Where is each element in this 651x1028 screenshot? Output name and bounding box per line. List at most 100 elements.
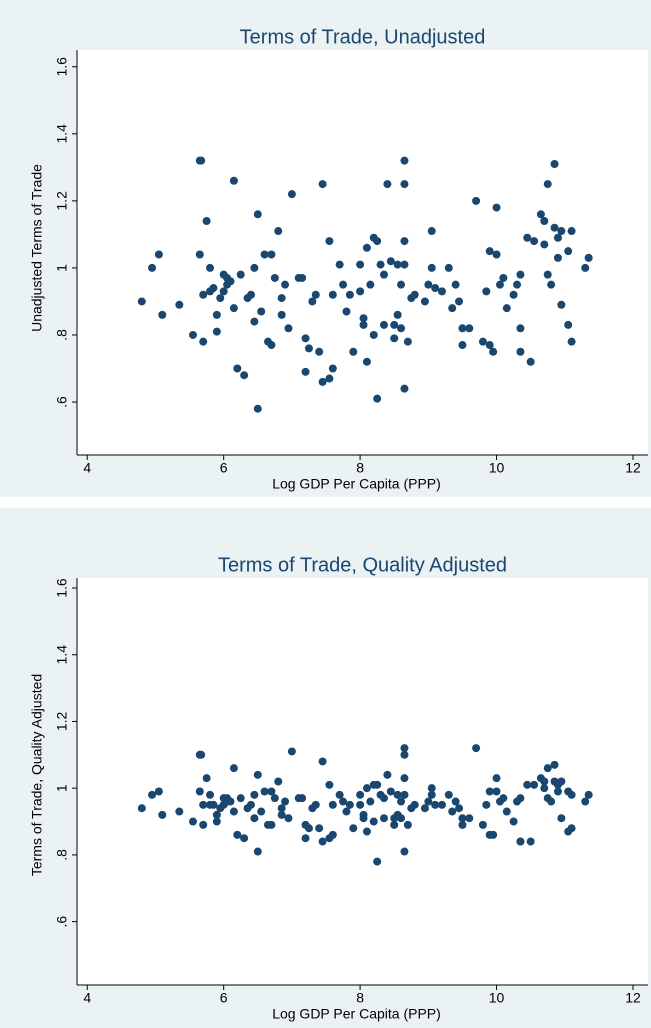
point: [543, 764, 552, 773]
point: [301, 334, 310, 343]
point: [345, 290, 354, 299]
y-tick-label: 1: [54, 784, 70, 792]
plot-area: [77, 50, 648, 455]
point: [209, 284, 218, 293]
point: [369, 330, 378, 339]
point: [209, 800, 218, 809]
point: [455, 804, 464, 813]
point: [400, 260, 409, 269]
x-axis-label: Log GDP Per Capita (PPP): [272, 476, 441, 492]
point: [308, 297, 317, 306]
point: [458, 814, 467, 823]
point: [424, 797, 433, 806]
point: [403, 820, 412, 829]
point: [400, 790, 409, 799]
point: [581, 797, 590, 806]
point: [199, 800, 208, 809]
point: [584, 253, 593, 262]
point: [523, 233, 532, 242]
point: [315, 347, 324, 356]
point: [148, 790, 157, 799]
point: [199, 337, 208, 346]
point: [277, 810, 286, 819]
point: [472, 196, 481, 205]
point: [216, 294, 225, 303]
point: [298, 794, 307, 803]
point: [362, 357, 371, 366]
point: [359, 320, 368, 329]
point: [410, 800, 419, 809]
point: [362, 243, 371, 252]
point: [137, 804, 146, 813]
point: [502, 304, 511, 313]
point: [229, 807, 238, 816]
point: [301, 834, 310, 843]
point: [246, 800, 255, 809]
point: [451, 797, 460, 806]
point: [175, 807, 184, 816]
point: [315, 824, 324, 833]
point: [400, 237, 409, 246]
point: [154, 250, 163, 259]
y-tick-label: .8: [54, 849, 70, 861]
point: [236, 270, 245, 279]
x-tick-label: 8: [356, 990, 364, 1006]
point: [328, 830, 337, 839]
point: [540, 784, 549, 793]
point: [298, 273, 307, 282]
point: [455, 297, 464, 306]
point: [427, 784, 436, 793]
point: [253, 210, 262, 219]
point: [550, 760, 559, 769]
point: [492, 250, 501, 259]
point: [564, 320, 573, 329]
point: [379, 270, 388, 279]
point: [390, 334, 399, 343]
point: [219, 287, 228, 296]
point: [229, 304, 238, 313]
point: [311, 800, 320, 809]
point: [212, 327, 221, 336]
point: [567, 824, 576, 833]
point: [397, 814, 406, 823]
point: [516, 347, 525, 356]
point: [437, 800, 446, 809]
point: [485, 341, 494, 350]
point: [530, 780, 539, 789]
point: [335, 790, 344, 799]
point: [400, 180, 409, 189]
point: [233, 364, 242, 373]
point: [270, 273, 279, 282]
point: [342, 807, 351, 816]
point: [509, 817, 518, 826]
point: [188, 330, 197, 339]
point: [584, 790, 593, 799]
point: [339, 797, 348, 806]
point: [383, 180, 392, 189]
point: [253, 404, 262, 413]
y-tick-label: 1.4: [54, 645, 70, 665]
point: [420, 804, 429, 813]
point: [373, 857, 382, 866]
point: [226, 277, 235, 286]
point: [458, 820, 467, 829]
point: [158, 810, 167, 819]
point: [397, 280, 406, 289]
point: [485, 787, 494, 796]
point: [400, 156, 409, 165]
point: [516, 324, 525, 333]
point: [383, 770, 392, 779]
point: [267, 787, 276, 796]
point: [482, 800, 491, 809]
point: [509, 290, 518, 299]
point: [318, 377, 327, 386]
point: [547, 280, 556, 289]
point: [267, 250, 276, 259]
point: [277, 294, 286, 303]
x-axis-label: Log GDP Per Capita (PPP): [272, 1006, 441, 1022]
y-tick-label: 1.4: [54, 124, 70, 144]
point: [206, 263, 215, 272]
point: [444, 263, 453, 272]
point: [195, 250, 204, 259]
point: [356, 287, 365, 296]
